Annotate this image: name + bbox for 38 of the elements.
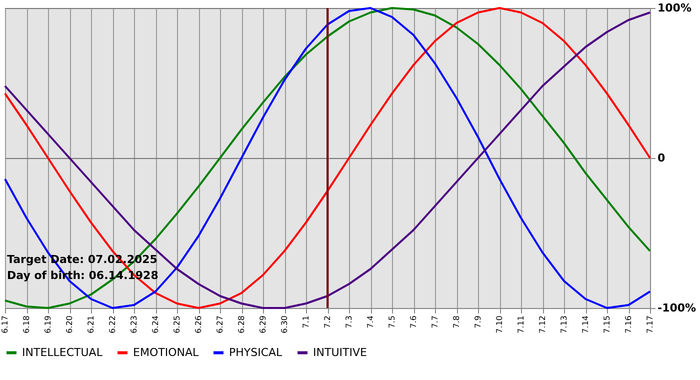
x-tick-label: 7.14	[581, 316, 590, 334]
x-tick-label: 6.17	[0, 316, 10, 334]
y-tick-label: -100%	[658, 302, 696, 314]
x-tick-label: 6.30	[280, 316, 289, 334]
x-tick-label: 7.10	[495, 316, 504, 334]
x-tick-label: 7.3	[344, 316, 354, 328]
x-tick-label: 7.15	[602, 316, 612, 334]
x-tick-label: 6.29	[258, 316, 268, 334]
x-tick-label: 6.23	[130, 316, 138, 334]
x-tick-label: 7.2	[323, 316, 332, 328]
legend-label: INTELLECTUAL	[22, 346, 104, 359]
x-tick-label: 7.7	[430, 316, 440, 328]
x-tick-label: 7.8	[452, 316, 461, 328]
y-tick-label: 0	[658, 152, 666, 164]
x-tick-label: 7.17	[646, 316, 654, 334]
x-tick-label: 7.6	[409, 316, 418, 328]
x-tick-label: 7.11	[516, 316, 526, 334]
x-tick-label: 6.19	[44, 316, 52, 334]
y-tick-label: 100%	[658, 2, 692, 14]
legend-label: EMOTIONAL	[133, 346, 200, 359]
x-tick-label: 7.5	[388, 316, 396, 328]
x-tick-label: 7.13	[560, 316, 568, 334]
x-tick-label: 7.9	[474, 316, 482, 328]
x-tick-label: 6.28	[237, 316, 246, 334]
x-tick-label: 6.24	[151, 316, 160, 334]
x-tick-label: 6.22	[108, 316, 117, 334]
x-tick-label: 6.25	[172, 316, 182, 334]
x-tick-label: 7.16	[624, 316, 633, 334]
x-tick-label: 7.12	[538, 316, 547, 334]
legend-label: PHYSICAL	[229, 346, 284, 359]
x-tick-label: 6.26	[194, 316, 203, 334]
x-tick-label: 6.21	[86, 316, 96, 334]
x-tick-label: 6.20	[65, 316, 74, 334]
x-tick-label: 6.18	[22, 316, 31, 334]
x-tick-label: 6.27	[216, 316, 224, 334]
legend-label: INTUITIVE	[313, 346, 367, 359]
x-tick-label: 7.4	[366, 316, 375, 328]
x-tick-label: 7.1	[302, 316, 310, 328]
